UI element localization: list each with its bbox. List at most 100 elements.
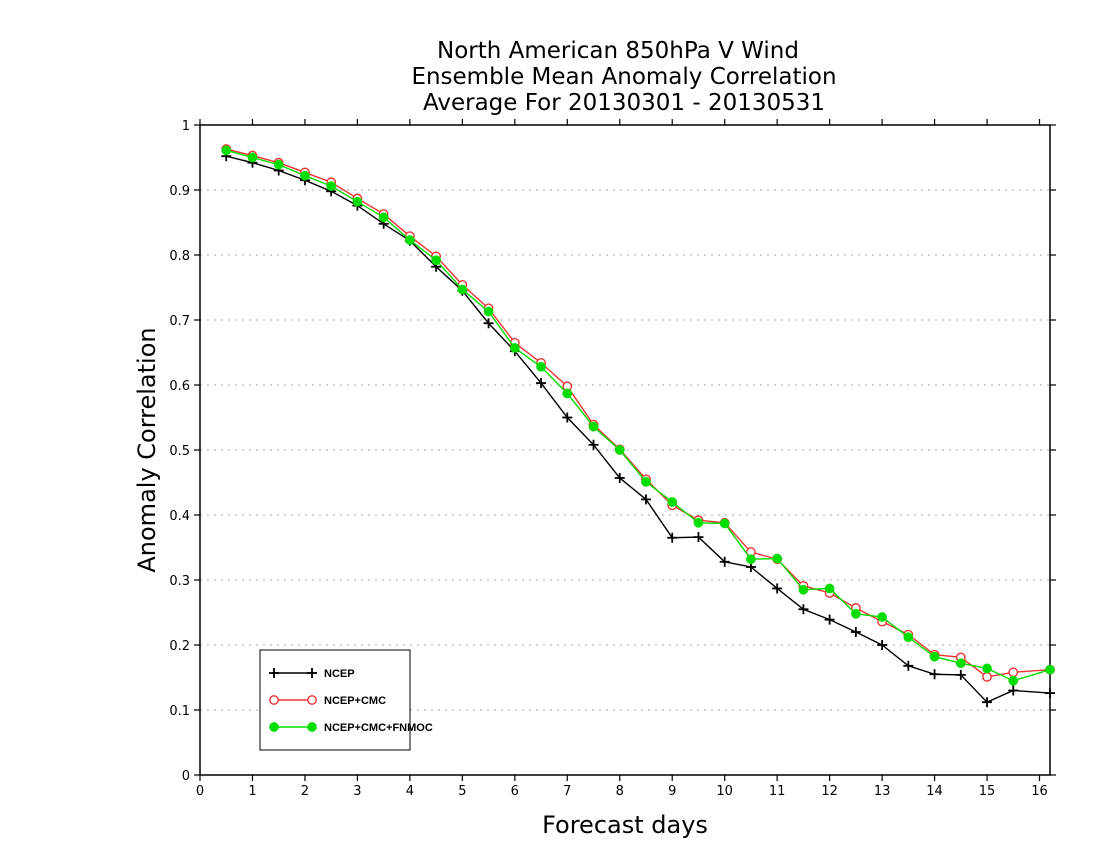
data-point <box>693 532 704 543</box>
legend: NCEP NCEP+CMC NCEP+CMC+FNMOC <box>259 649 433 751</box>
data-point <box>1008 667 1019 678</box>
chart-title: North American 850hPa V Wind Ensemble Me… <box>411 38 836 116</box>
data-point <box>378 212 389 223</box>
data-point <box>929 669 940 680</box>
x-tick-label: 7 <box>563 784 571 799</box>
legend-marker <box>269 722 279 732</box>
x-tick-label: 1 <box>248 784 256 799</box>
x-axis: 0 1 2 3 4 5 6 7 8 9 10 11 12 13 14 15 16 <box>196 119 1048 799</box>
x-tick-label: 3 <box>353 784 361 799</box>
legend-item: NCEP <box>269 668 355 680</box>
data-point <box>1045 688 1055 699</box>
data-point <box>877 612 887 622</box>
x-tick-label: 9 <box>668 784 676 799</box>
data-point <box>457 284 468 295</box>
y-tick-label: 1 <box>182 119 190 134</box>
data-point <box>221 145 232 156</box>
data-point <box>483 318 494 329</box>
chart-title-line-3: Average For 20130301 - 20130531 <box>423 90 825 116</box>
data-point <box>877 640 888 650</box>
y-tick-label: 0.3 <box>169 574 190 589</box>
series-ncep <box>221 151 1055 708</box>
x-tick-label: 10 <box>716 784 733 799</box>
data-point <box>300 170 310 181</box>
data-point <box>640 494 651 505</box>
x-tick-label: 12 <box>821 784 838 799</box>
legend-marker <box>307 695 317 705</box>
data-point <box>588 439 599 450</box>
data-point <box>929 651 940 662</box>
x-tick-label: 2 <box>301 784 309 799</box>
legend-label: NCEP <box>324 668 355 680</box>
x-tick-label: 15 <box>979 784 996 799</box>
data-point <box>955 658 966 669</box>
data-point <box>431 255 441 266</box>
y-tick-label: 0.1 <box>169 704 190 719</box>
legend-label: NCEP+CMC <box>324 695 386 707</box>
data-point <box>641 477 651 487</box>
legend-marker <box>307 722 317 732</box>
data-point <box>955 669 966 680</box>
data-point <box>982 697 993 708</box>
chart-title-line-1: North American 850hPa V Wind <box>437 38 799 64</box>
chart-title-line-2: Ensemble Mean Anomaly Correlation <box>411 64 836 90</box>
y-tick-label: 0.8 <box>169 249 190 264</box>
gridlines <box>200 189 1050 711</box>
data-point <box>588 421 599 432</box>
series-ncep-cmc-fnmoc <box>221 145 1055 686</box>
data-point <box>536 378 547 389</box>
y-tick-label: 0.4 <box>169 509 190 524</box>
x-tick-label: 14 <box>926 784 943 799</box>
data-point <box>719 556 730 567</box>
x-tick-label: 4 <box>406 784 414 799</box>
data-point <box>746 554 756 565</box>
data-point <box>352 196 363 207</box>
data-point <box>772 553 783 564</box>
series-layer <box>221 144 1055 708</box>
data-point <box>982 671 992 682</box>
y-axis: 0 0.1 0.2 0.3 0.4 0.5 0.6 0.7 0.8 0.9 1 <box>169 119 1056 784</box>
data-point <box>614 445 625 455</box>
y-tick-label: 0.5 <box>169 444 190 459</box>
data-point <box>667 532 678 543</box>
data-point <box>798 584 809 595</box>
data-point <box>405 235 415 245</box>
x-axis-label: Forecast days <box>542 811 708 839</box>
y-tick-label: 0.7 <box>169 314 190 329</box>
data-point <box>509 343 520 353</box>
data-point <box>273 159 284 170</box>
data-point <box>982 663 992 674</box>
legend-marker <box>269 668 279 678</box>
data-point <box>850 627 861 637</box>
legend-label: NCEP+CMC+FNMOC <box>324 722 433 734</box>
data-point <box>1008 685 1019 696</box>
data-point <box>851 608 861 619</box>
data-point <box>326 181 337 191</box>
data-point <box>824 614 835 625</box>
data-point <box>667 497 678 507</box>
data-point <box>903 660 914 671</box>
data-point <box>772 583 783 594</box>
data-point <box>247 152 258 163</box>
x-tick-label: 6 <box>511 784 519 799</box>
data-point <box>614 472 625 483</box>
y-tick-label: 0.9 <box>169 184 190 199</box>
y-tick-label: 0 <box>182 769 190 784</box>
data-point <box>562 388 573 399</box>
legend-marker <box>307 668 317 678</box>
x-tick-label: 11 <box>769 784 786 799</box>
data-point <box>903 632 914 643</box>
x-tick-label: 8 <box>616 784 624 799</box>
legend-item: NCEP+CMC <box>269 695 386 707</box>
data-point <box>536 361 546 372</box>
y-tick-label: 0.2 <box>169 639 190 654</box>
y-tick-label: 0.6 <box>169 379 190 394</box>
data-point <box>1008 675 1019 686</box>
data-point <box>824 583 835 594</box>
x-tick-label: 5 <box>458 784 466 799</box>
data-point <box>693 517 704 528</box>
x-tick-label: 13 <box>874 784 891 799</box>
data-point <box>719 518 730 529</box>
legend-item: NCEP+CMC+FNMOC <box>269 722 433 734</box>
